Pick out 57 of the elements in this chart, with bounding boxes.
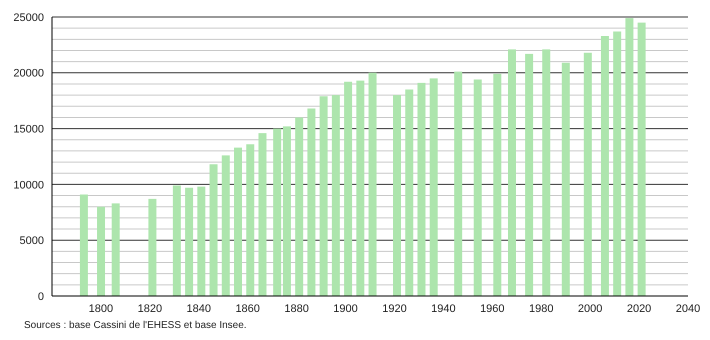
bar (97, 206, 106, 296)
x-tick-label: 1960 (480, 302, 505, 315)
y-tick-label: 20000 (13, 68, 44, 80)
y-tick-label: 25000 (13, 12, 44, 24)
x-tick-label: 1980 (528, 302, 554, 315)
x-tick-label: 1920 (382, 302, 407, 315)
bar (542, 49, 550, 296)
bar (332, 95, 340, 296)
bar (430, 78, 438, 296)
y-tick-label: 0 (38, 290, 44, 303)
x-tick-label: 1820 (138, 302, 162, 315)
x-tick-label: 2040 (676, 302, 700, 315)
bar (625, 18, 634, 296)
bar (222, 155, 230, 296)
bar (525, 54, 534, 296)
bar (368, 72, 377, 296)
bar (344, 82, 352, 296)
x-tick-label: 1840 (186, 302, 212, 315)
bar (562, 62, 570, 296)
x-tick-label: 1860 (235, 302, 260, 315)
bar (210, 164, 218, 296)
bar (172, 186, 181, 296)
bar (112, 203, 120, 296)
bar (246, 144, 254, 296)
bar (282, 126, 291, 296)
y-tick-label: 15000 (13, 124, 44, 136)
bar (197, 186, 206, 296)
bar (493, 74, 502, 296)
y-tick-label: 10000 (13, 179, 44, 192)
y-tick-label: 5000 (20, 235, 44, 248)
bar (273, 128, 282, 296)
bar (80, 194, 88, 296)
bar (417, 82, 426, 296)
bar (613, 32, 622, 296)
bar (148, 198, 156, 296)
bar (508, 49, 516, 296)
bar (234, 148, 242, 296)
bar (320, 96, 328, 296)
x-tick-label: 2000 (578, 302, 602, 315)
x-tick-label: 2020 (626, 302, 652, 315)
bar (600, 36, 609, 296)
bar (258, 133, 266, 296)
bar (356, 80, 364, 296)
bar (638, 22, 646, 296)
bar (454, 72, 462, 296)
x-tick-label: 1940 (431, 302, 456, 315)
bar (584, 52, 592, 296)
x-tick-label: 1900 (333, 302, 358, 315)
source-note: Sources : base Cassini de l'EHESS et base Insee. (24, 320, 248, 331)
bar (474, 79, 482, 296)
bar (307, 108, 316, 296)
x-tick-label: 1800 (88, 302, 114, 315)
bar (295, 117, 304, 296)
bar (185, 188, 194, 296)
x-tick-label: 1880 (284, 302, 309, 315)
bar (405, 90, 414, 296)
bar (393, 95, 402, 296)
